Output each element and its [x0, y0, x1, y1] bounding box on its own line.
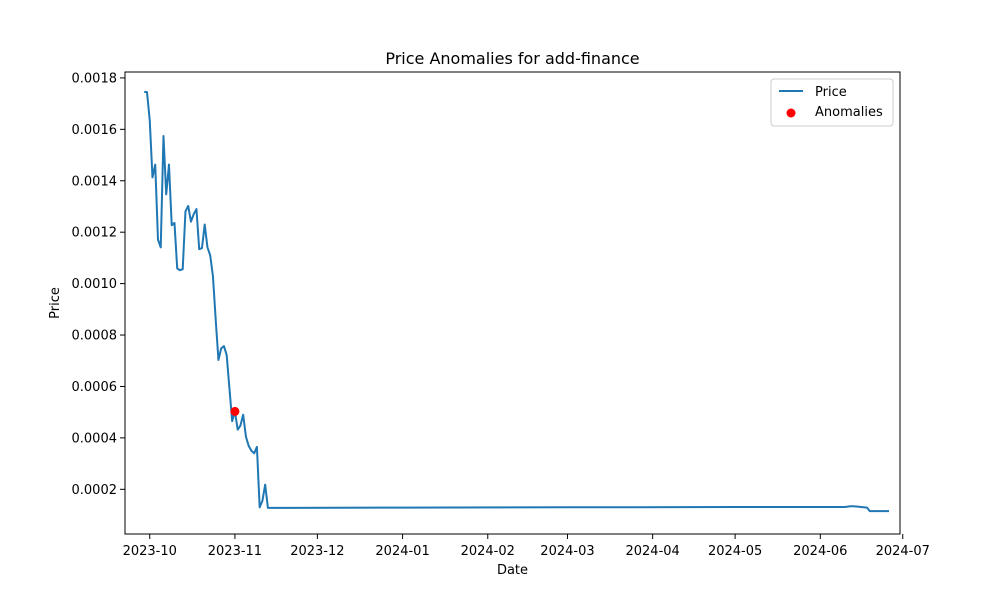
y-tick-label: 0.0002: [72, 483, 118, 498]
x-tick-label: 2024-03: [540, 544, 594, 559]
chart-title: Price Anomalies for add-finance: [385, 49, 639, 68]
x-tick-label: 2024-05: [708, 544, 762, 559]
x-axis-label: Date: [497, 563, 528, 578]
y-tick-label: 0.0014: [72, 174, 118, 189]
x-axis-ticks: 2023-10 2023-11 2023-12 2024-01 2024-02 2024-…: [123, 534, 930, 559]
plot-frame: [124, 71, 901, 535]
y-tick-label: 0.0004: [72, 431, 118, 446]
x-tick-label: 2023-11: [208, 544, 262, 559]
price-series-line: [144, 91, 890, 513]
legend-anomalies-label: Anomalies: [815, 105, 883, 120]
y-tick-label: 0.0016: [72, 123, 118, 138]
y-tick-label: 0.0010: [72, 277, 118, 292]
x-tick-label: 2024-02: [461, 544, 515, 559]
x-tick-label: 2024-06: [793, 544, 847, 559]
x-tick-label: 2024-04: [625, 544, 679, 559]
x-tick-label: 2023-10: [123, 544, 177, 559]
anomaly-point: [230, 406, 240, 416]
y-tick-label: 0.0006: [72, 380, 118, 395]
x-tick-label: 2024-01: [375, 544, 429, 559]
y-axis-ticks: 0.0002 0.0004 0.0006 0.0008 0.0010 0.0012 0.00…: [72, 71, 125, 498]
anomaly-points: [230, 406, 240, 416]
x-tick-label: 2023-12: [290, 544, 344, 559]
y-tick-label: 0.0012: [72, 226, 118, 241]
y-tick-label: 0.0018: [72, 71, 118, 86]
y-axis-label: Price: [48, 287, 63, 319]
legend-price-label: Price: [815, 85, 847, 100]
y-tick-label: 0.0008: [72, 329, 118, 344]
legend-anomalies-marker: [786, 108, 796, 118]
legend: Price Anomalies: [770, 78, 894, 127]
plot-area: [125, 72, 900, 534]
x-tick-label: 2024-07: [876, 544, 930, 559]
